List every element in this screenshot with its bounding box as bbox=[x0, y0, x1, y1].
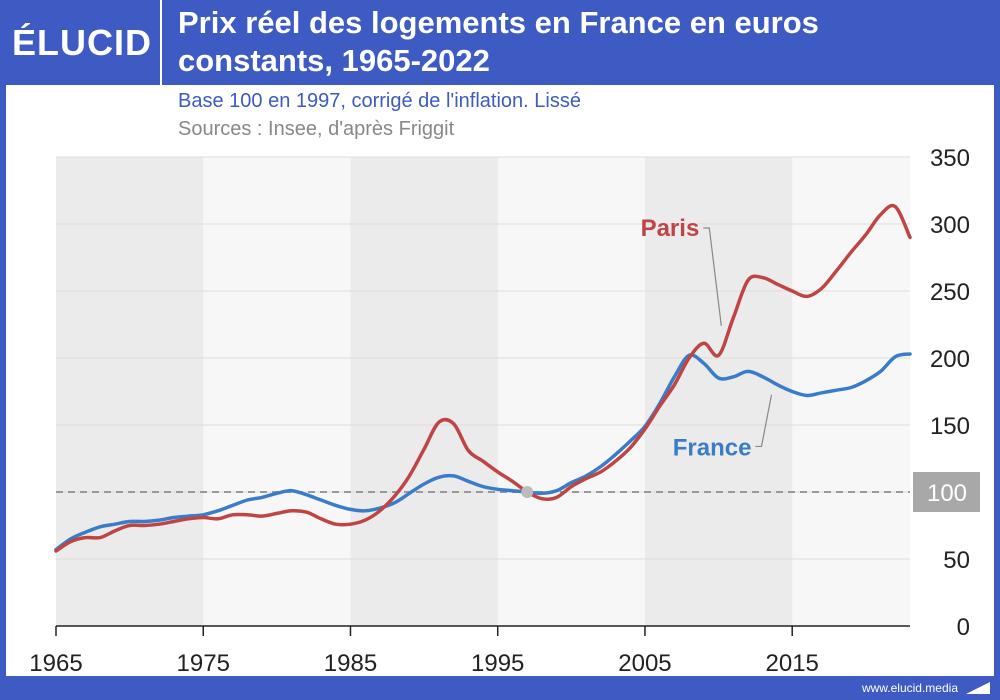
y-tick-label: 0 bbox=[957, 614, 970, 641]
reference-label: 100 bbox=[927, 480, 967, 507]
y-tick-label: 150 bbox=[930, 413, 970, 440]
chart-subtitle: Base 100 en 1997, corrigé de l'inflation… bbox=[178, 90, 581, 112]
elucid-mark-icon bbox=[966, 682, 990, 694]
footer-site[interactable]: www.elucid.media bbox=[861, 681, 958, 695]
elucid-logo: ÉLUCID bbox=[12, 22, 152, 63]
x-tick-label: 1965 bbox=[29, 650, 82, 676]
y-tick-label: 300 bbox=[930, 212, 970, 239]
reference-point bbox=[521, 486, 534, 498]
shaded-band-0 bbox=[56, 157, 204, 626]
x-tick-label: 2005 bbox=[618, 650, 671, 676]
chart-source: Sources : Insee, d'après Friggit bbox=[178, 118, 455, 140]
reference-label-box bbox=[913, 472, 980, 512]
y-tick-label: 50 bbox=[943, 547, 970, 574]
france-series-label: France bbox=[673, 434, 752, 461]
paris-series-label: Paris bbox=[641, 215, 700, 242]
footer: www.elucid.media bbox=[0, 676, 1000, 700]
y-tick-label: 200 bbox=[930, 346, 970, 373]
logo-divider bbox=[160, 0, 162, 85]
x-tick-label: 1995 bbox=[471, 650, 524, 676]
line-chart: 0 50 150 200 250 300 350 1965 1975 1985 1995 2005 20… bbox=[29, 145, 980, 676]
x-tick-label: 1985 bbox=[324, 650, 377, 676]
shaded-band-1 bbox=[350, 157, 498, 626]
france-leader-line bbox=[755, 394, 773, 448]
y-tick-label: 350 bbox=[930, 145, 970, 172]
x-tick-label: 2015 bbox=[766, 650, 819, 676]
series-line-paris bbox=[54, 203, 912, 553]
header: ÉLUCID Prix réel des logements en France… bbox=[0, 0, 1000, 85]
y-tick-label: 250 bbox=[930, 279, 970, 306]
paris-leader-line bbox=[703, 227, 722, 326]
x-tick-label: 1975 bbox=[177, 650, 230, 676]
series-line-france bbox=[54, 352, 912, 552]
chart-title: Prix réel des logements en France en eur… bbox=[178, 5, 819, 78]
